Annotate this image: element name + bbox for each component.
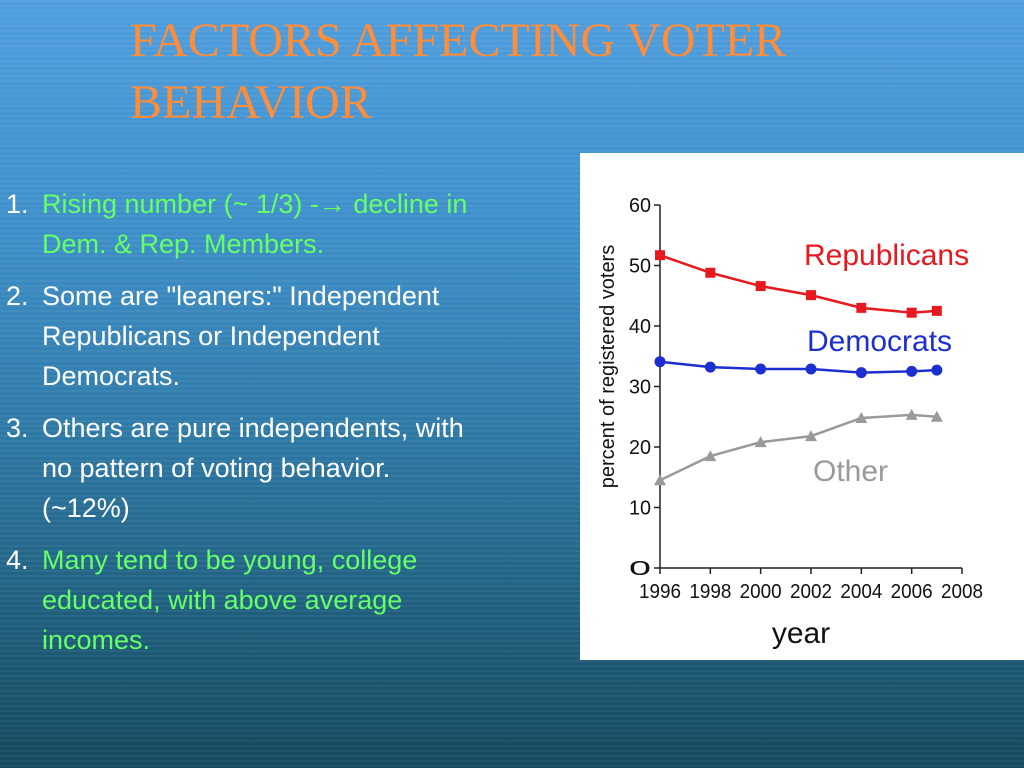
series-label-democrats: Democrats <box>807 325 952 358</box>
data-point-other <box>855 411 868 423</box>
y-tick-label: 50 <box>629 256 651 278</box>
data-point-republicans <box>906 307 917 318</box>
x-tick-label: 2006 <box>891 581 933 603</box>
chart-panel: 0 10 20 30 40 50 60 1996 1998 2000 2002 2004 2006 200… <box>580 153 1024 660</box>
bullet-item-4: 4. Many tend to be young, college educat… <box>6 540 580 660</box>
series-label-other: Other <box>813 455 888 488</box>
series-line-democrats <box>659 360 937 374</box>
bullet-number: 2. <box>6 281 29 311</box>
data-point-republicans <box>856 302 867 313</box>
data-point-other <box>654 474 666 486</box>
x-tick-label: 1998 <box>689 581 731 603</box>
data-point-republicans <box>655 250 665 261</box>
data-point-democrats <box>931 364 943 376</box>
data-point-democrats <box>805 363 817 375</box>
data-point-democrats <box>704 361 716 373</box>
bullet-text: Rising number (~ 1/3) -→ decline in Dem.… <box>42 189 468 259</box>
data-point-other <box>805 430 817 442</box>
x-tick-label: 1996 <box>639 581 681 603</box>
data-point-other <box>905 408 918 420</box>
data-point-democrats <box>654 356 666 368</box>
x-tick-label: 2000 <box>740 581 782 603</box>
data-point-democrats <box>855 367 867 379</box>
y-tick-label: 60 <box>629 195 651 217</box>
data-point-republicans <box>931 305 942 316</box>
y-tick-label: 0 <box>629 558 651 580</box>
y-tick-label: 30 <box>629 377 651 399</box>
bullet-number: 4. <box>6 545 29 575</box>
data-point-democrats <box>906 365 918 377</box>
data-point-democrats <box>755 363 767 375</box>
bullet-item-1: 1. Rising number (~ 1/3) -→ decline in D… <box>6 184 580 264</box>
bullet-number: 3. <box>6 413 29 443</box>
bullet-text: Others are pure independents, with no pa… <box>42 413 464 523</box>
bullet-list: 1. Rising number (~ 1/3) -→ decline in D… <box>6 184 580 672</box>
data-point-republicans <box>705 267 716 278</box>
bullet-number: 1. <box>6 189 29 219</box>
y-tick-label: 40 <box>629 316 651 338</box>
y-axis-label: percent of registered voters <box>597 245 619 488</box>
voter-registration-line-chart: 0 10 20 30 40 50 60 1996 1998 2000 2002 2004 2006 200… <box>597 195 983 650</box>
data-point-other <box>754 436 767 448</box>
bullet-item-2: 2. Some are "leaners:" Independent Repub… <box>6 276 580 396</box>
y-tick-label: 10 <box>629 498 651 520</box>
series-label-republicans: Republicans <box>804 239 969 272</box>
x-tick-label: 2002 <box>790 581 832 603</box>
data-point-other <box>930 410 943 422</box>
x-axis-label: year <box>772 617 830 650</box>
data-point-other <box>704 450 717 462</box>
series-line-other <box>659 413 937 482</box>
x-tick-label: 2008 <box>941 581 983 603</box>
data-point-republicans <box>806 290 816 301</box>
slide-title: FACTORS AFFECTING VOTER BEHAVIOR <box>130 14 787 129</box>
bullet-text: Many tend to be young, college educated,… <box>42 545 418 655</box>
data-point-republicans <box>755 281 766 292</box>
x-tick-label: 2004 <box>840 581 882 603</box>
bullet-text: Some are "leaners:" Independent Republic… <box>42 281 440 391</box>
bullet-item-3: 3. Others are pure independents, with no… <box>6 408 580 528</box>
y-tick-label: 20 <box>629 437 651 459</box>
